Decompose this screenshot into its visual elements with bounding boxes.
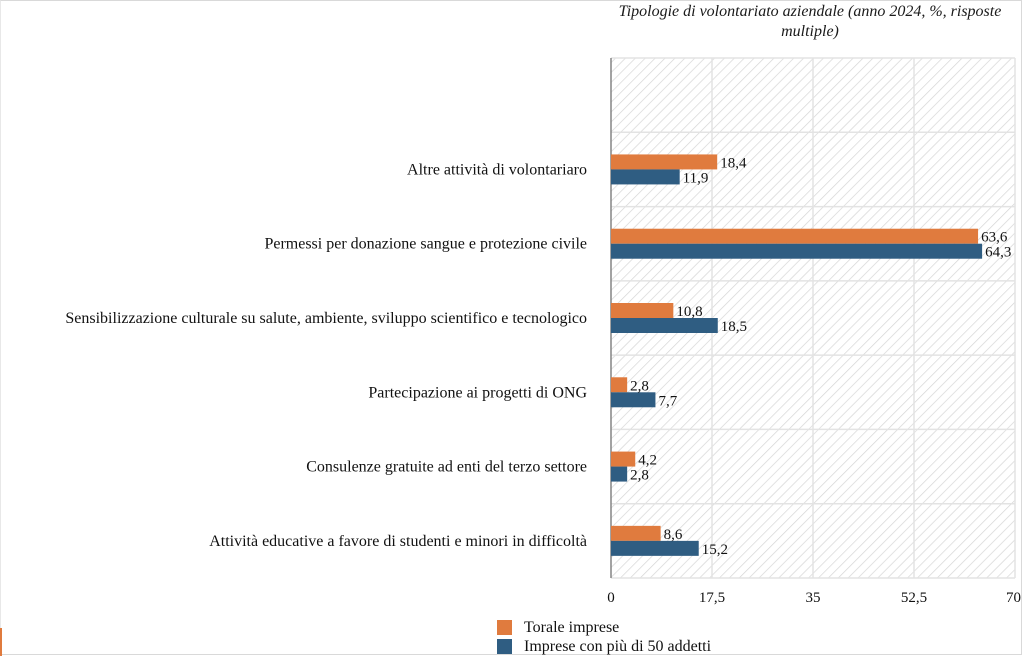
x-tick-label: 52,5: [901, 590, 927, 606]
bars: [611, 154, 983, 556]
value-label: 15,2: [702, 542, 728, 558]
legend: Torale imprese Imprese con più di 50 add…: [497, 618, 711, 656]
legend-label: Imprese con più di 50 addetti: [524, 637, 712, 655]
bar-imprese-50-4: [611, 466, 628, 482]
legend-swatch-blue: [497, 639, 512, 654]
value-label: 8,6: [664, 527, 683, 543]
bar-torale-imprese-5: [611, 525, 661, 541]
bar-torale-imprese-0: [611, 154, 718, 170]
category-labels: Altre attività di volontariaro Permessi p…: [65, 161, 587, 549]
value-label: 7,7: [658, 393, 677, 409]
value-label: 4,2: [638, 453, 657, 469]
bar-imprese-50-0: [611, 169, 680, 185]
x-axis-ticks: 0 17,5 35 52,5 70: [607, 590, 1021, 606]
value-label: 63,6: [981, 230, 1008, 246]
x-tick-label: 70: [1006, 590, 1021, 606]
legend-item-torale-imprese: Torale imprese: [497, 618, 711, 637]
x-tick-label: 35: [806, 590, 821, 606]
bar-torale-imprese-4: [611, 451, 636, 467]
bar-torale-imprese-3: [611, 377, 628, 393]
edge-accent: [0, 628, 2, 656]
bar-torale-imprese-2: [611, 303, 674, 318]
category-label: Partecipazione ai progetti di ONG: [368, 384, 587, 401]
category-label: Consulenze gratuite ad enti del terzo se…: [306, 459, 587, 476]
bar-imprese-50-5: [611, 540, 699, 556]
category-label: Permessi per donazione sangue e protezio…: [264, 236, 587, 253]
value-label: 18,4: [720, 155, 747, 171]
legend-label: Torale imprese: [524, 618, 620, 636]
bar-imprese-50-1: [611, 243, 983, 259]
value-label: 2,8: [630, 468, 649, 484]
value-label: 11,9: [683, 170, 709, 186]
bar-imprese-50-2: [611, 318, 718, 333]
legend-item-imprese-50: Imprese con più di 50 addetti: [497, 637, 711, 656]
value-label: 2,8: [630, 378, 649, 394]
category-label: Altre attività di volontariaro: [407, 161, 587, 178]
value-labels: 18,411,963,664,310,818,52,87,74,22,88,61…: [630, 155, 1011, 557]
value-label: 18,5: [721, 319, 747, 335]
bar-torale-imprese-1: [611, 228, 979, 244]
bar-imprese-50-3: [611, 392, 656, 408]
category-label: Sensibilizzazione culturale su salute, a…: [65, 310, 587, 327]
chart-title: Tipologie di volontariato aziendale (ann…: [618, 3, 1002, 40]
category-label: Attività educative a favore di studenti …: [209, 533, 587, 550]
x-tick-label: 17,5: [699, 590, 725, 606]
value-label: 64,3: [985, 245, 1011, 261]
value-label: 10,8: [676, 304, 702, 320]
legend-swatch-orange: [497, 620, 512, 635]
x-tick-label: 0: [607, 590, 615, 606]
